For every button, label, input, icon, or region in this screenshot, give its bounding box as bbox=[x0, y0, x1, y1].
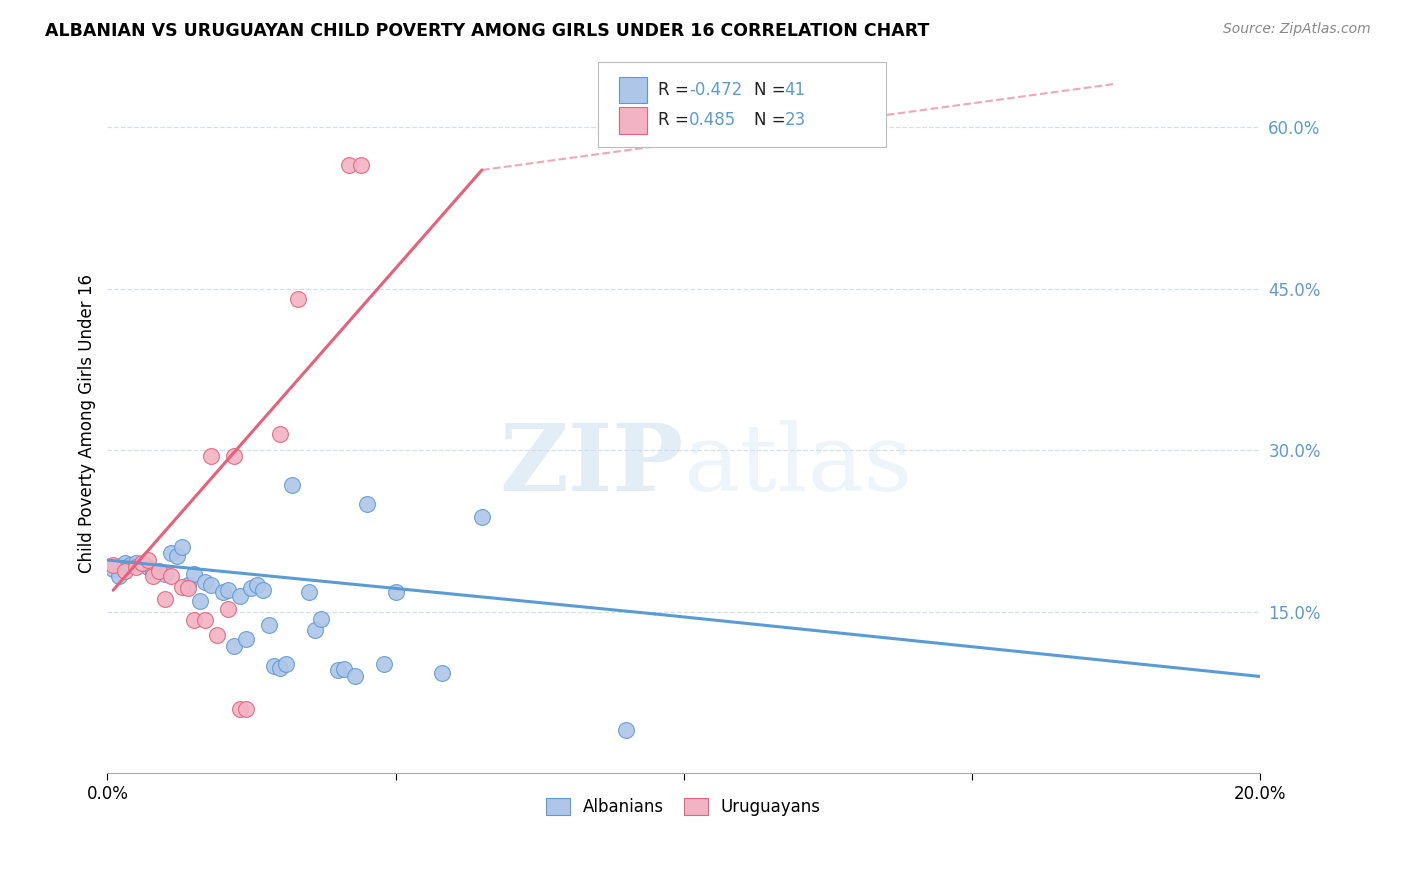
Point bbox=[339, 158, 361, 172]
Point bbox=[200, 449, 222, 463]
Text: ZIP: ZIP bbox=[499, 420, 683, 510]
Point bbox=[148, 564, 170, 578]
Text: N =: N = bbox=[754, 112, 790, 129]
Point bbox=[332, 662, 354, 676]
Point bbox=[125, 559, 148, 574]
Text: R =: R = bbox=[658, 112, 699, 129]
Point bbox=[309, 612, 332, 626]
Point bbox=[194, 574, 217, 589]
Point bbox=[252, 583, 274, 598]
Point bbox=[136, 553, 159, 567]
Point bbox=[287, 293, 309, 307]
Point bbox=[326, 663, 349, 677]
Point bbox=[350, 158, 373, 172]
Point bbox=[235, 632, 257, 646]
Point bbox=[430, 666, 453, 681]
Point bbox=[200, 578, 222, 592]
Text: 0.485: 0.485 bbox=[689, 112, 737, 129]
Point bbox=[183, 614, 205, 628]
Point bbox=[304, 623, 326, 637]
Legend: Albanians, Uruguayans: Albanians, Uruguayans bbox=[538, 789, 830, 824]
Point bbox=[356, 497, 378, 511]
Point bbox=[229, 702, 252, 716]
Y-axis label: Child Poverty Among Girls Under 16: Child Poverty Among Girls Under 16 bbox=[79, 274, 96, 573]
Point bbox=[142, 569, 165, 583]
Point bbox=[269, 427, 291, 442]
Point bbox=[120, 558, 142, 573]
Point bbox=[224, 640, 246, 654]
Point bbox=[101, 562, 124, 576]
Point bbox=[114, 556, 136, 570]
Text: -0.472: -0.472 bbox=[689, 81, 742, 99]
Point bbox=[114, 564, 136, 578]
Point bbox=[153, 591, 176, 606]
Point bbox=[344, 669, 367, 683]
Text: 23: 23 bbox=[785, 112, 806, 129]
Point bbox=[183, 567, 205, 582]
Point bbox=[172, 580, 194, 594]
Point bbox=[229, 589, 252, 603]
Point bbox=[269, 661, 291, 675]
Point bbox=[257, 617, 280, 632]
Point bbox=[205, 628, 228, 642]
Point bbox=[172, 540, 194, 554]
Point bbox=[159, 545, 181, 559]
Text: N =: N = bbox=[754, 81, 790, 99]
Point bbox=[240, 581, 263, 595]
Point bbox=[101, 558, 124, 573]
Point bbox=[125, 556, 148, 570]
Text: Source: ZipAtlas.com: Source: ZipAtlas.com bbox=[1223, 22, 1371, 37]
Point bbox=[235, 702, 257, 716]
Point bbox=[224, 449, 246, 463]
Point bbox=[188, 594, 211, 608]
Point bbox=[217, 583, 239, 598]
Point bbox=[136, 559, 159, 574]
Text: ALBANIAN VS URUGUAYAN CHILD POVERTY AMONG GIRLS UNDER 16 CORRELATION CHART: ALBANIAN VS URUGUAYAN CHILD POVERTY AMON… bbox=[45, 22, 929, 40]
Point bbox=[263, 658, 285, 673]
Point bbox=[131, 556, 153, 570]
Point bbox=[246, 578, 269, 592]
Point bbox=[166, 549, 188, 563]
Point bbox=[177, 578, 200, 592]
Text: atlas: atlas bbox=[683, 420, 912, 510]
Point bbox=[194, 614, 217, 628]
Point bbox=[471, 510, 494, 524]
Point bbox=[159, 569, 181, 583]
Point bbox=[373, 657, 395, 671]
Point bbox=[153, 567, 176, 582]
Text: R =: R = bbox=[658, 81, 695, 99]
Point bbox=[274, 657, 297, 671]
Point bbox=[108, 569, 131, 583]
Point bbox=[211, 585, 233, 599]
Point bbox=[142, 564, 165, 578]
Point bbox=[217, 601, 239, 615]
Point bbox=[298, 585, 321, 599]
Point bbox=[177, 581, 200, 595]
Point bbox=[614, 723, 637, 738]
Point bbox=[384, 585, 406, 599]
Point bbox=[281, 477, 304, 491]
Text: 41: 41 bbox=[785, 81, 806, 99]
